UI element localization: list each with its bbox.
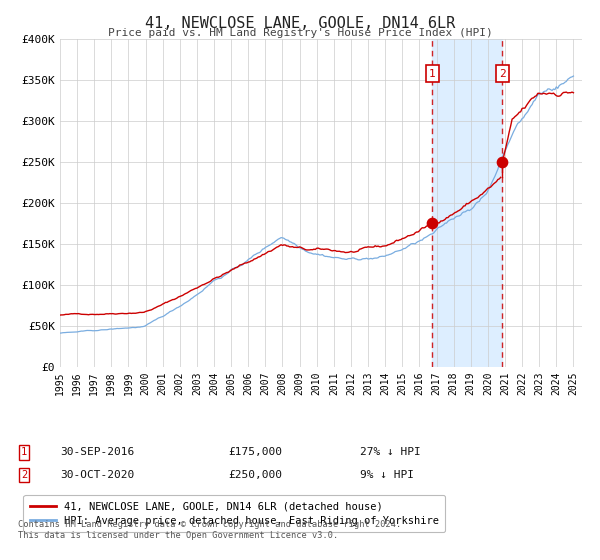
Text: 30-SEP-2016: 30-SEP-2016 <box>60 447 134 458</box>
Text: 41, NEWCLOSE LANE, GOOLE, DN14 6LR: 41, NEWCLOSE LANE, GOOLE, DN14 6LR <box>145 16 455 31</box>
Bar <box>432 39 502 367</box>
Text: £175,000: £175,000 <box>228 447 282 458</box>
Text: 27% ↓ HPI: 27% ↓ HPI <box>360 447 421 458</box>
Text: 1: 1 <box>21 447 27 458</box>
Text: Contains HM Land Registry data © Crown copyright and database right 2024.: Contains HM Land Registry data © Crown c… <box>18 520 401 529</box>
Text: £250,000: £250,000 <box>228 470 282 480</box>
Text: 2: 2 <box>21 470 27 480</box>
Text: Price paid vs. HM Land Registry's House Price Index (HPI): Price paid vs. HM Land Registry's House … <box>107 28 493 38</box>
Text: This data is licensed under the Open Government Licence v3.0.: This data is licensed under the Open Gov… <box>18 531 338 540</box>
Point <box>427 219 437 228</box>
Legend: 41, NEWCLOSE LANE, GOOLE, DN14 6LR (detached house), HPI: Average price, detache: 41, NEWCLOSE LANE, GOOLE, DN14 6LR (deta… <box>23 495 445 532</box>
Text: 1: 1 <box>429 68 436 78</box>
Text: 2: 2 <box>499 68 505 78</box>
Text: 30-OCT-2020: 30-OCT-2020 <box>60 470 134 480</box>
Point <box>497 157 507 166</box>
Text: 9% ↓ HPI: 9% ↓ HPI <box>360 470 414 480</box>
